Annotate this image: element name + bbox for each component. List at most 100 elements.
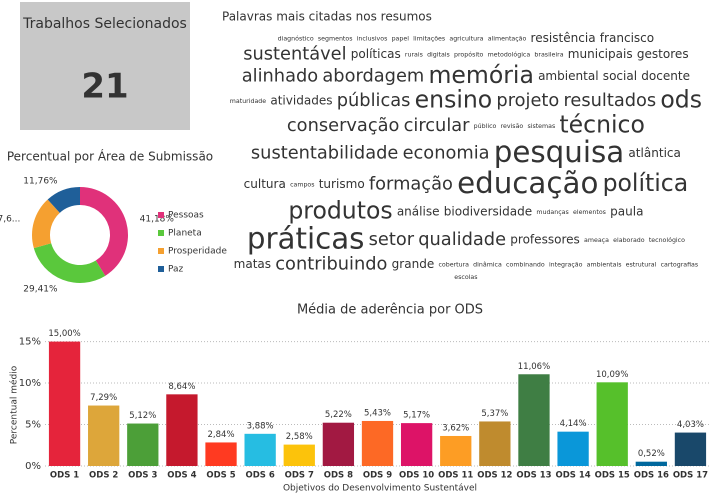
bar xyxy=(48,341,81,466)
word: limitações xyxy=(413,36,445,43)
word: conservação xyxy=(287,115,400,136)
word: abordagem xyxy=(322,65,424,86)
word: propósito xyxy=(454,50,484,58)
word: economia xyxy=(403,143,490,164)
word: atividades xyxy=(270,94,332,108)
donut-slice xyxy=(47,187,80,213)
x-tick-label: ODS 9 xyxy=(363,471,392,481)
x-tick-label: ODS 13 xyxy=(516,471,551,481)
bar xyxy=(166,394,198,466)
legend-swatch xyxy=(158,266,164,272)
word: resultados xyxy=(563,90,656,111)
y-axis-title: Percentual médio xyxy=(9,365,20,444)
word: escolas xyxy=(454,274,477,281)
slice-label: 41,18% xyxy=(140,215,175,225)
word: cobertura xyxy=(438,261,469,268)
value-label: 4,03% xyxy=(677,420,704,430)
donut-slice xyxy=(33,243,106,283)
bar xyxy=(596,382,628,466)
word: ambiental xyxy=(538,69,599,83)
word: elementos xyxy=(573,209,606,216)
word: sustentabilidade xyxy=(251,143,399,164)
bar xyxy=(557,431,589,466)
value-label: 11,06% xyxy=(518,362,550,372)
word: integração xyxy=(549,261,583,268)
bar xyxy=(479,421,511,466)
word: ambientais xyxy=(587,261,622,268)
word: tecnológico xyxy=(649,236,685,244)
donut-slice xyxy=(32,199,60,249)
word: sistemas xyxy=(527,123,555,130)
slice-label: 11,76% xyxy=(23,176,58,186)
value-label: 5,17% xyxy=(403,411,430,421)
word: produtos xyxy=(288,197,392,225)
word: alinhado xyxy=(242,65,318,86)
value-label: 2,58% xyxy=(286,432,313,442)
legend-swatch xyxy=(158,230,164,236)
slice-label: 29,41% xyxy=(23,285,58,295)
word: paula xyxy=(610,205,643,219)
word: análise xyxy=(397,205,440,219)
y-tick-label: 15% xyxy=(19,337,41,348)
value-label: 5,43% xyxy=(364,408,391,418)
legend-label: Paz xyxy=(168,265,184,275)
bar xyxy=(400,423,433,466)
word: alimentação xyxy=(488,36,527,43)
legend-label: Pessoas xyxy=(168,211,204,221)
x-tick-label: ODS 6 xyxy=(246,471,275,481)
x-tick-label: ODS 3 xyxy=(128,471,157,481)
word: ensino xyxy=(415,86,493,114)
value-label: 2,84% xyxy=(208,430,235,440)
donut-slice xyxy=(80,187,129,276)
word: diagnóstico xyxy=(278,35,314,43)
word: cartografias xyxy=(661,261,699,268)
x-tick-label: ODS 12 xyxy=(477,471,512,481)
word: ameaça xyxy=(584,237,609,244)
word: grande xyxy=(392,257,435,271)
x-tick-label: ODS 2 xyxy=(89,471,118,481)
card-title: Trabalhos Selecionados xyxy=(22,16,187,32)
bar xyxy=(205,442,237,466)
word: contribuindo xyxy=(275,253,387,274)
word: mudanças xyxy=(536,209,568,216)
value-label: 3,88% xyxy=(247,421,274,431)
value-label: 15,00% xyxy=(48,329,80,339)
x-tick-label: ODS 7 xyxy=(285,471,314,481)
word: formação xyxy=(369,173,453,194)
x-tick-label: ODS 16 xyxy=(634,471,669,481)
y-tick-label: 10% xyxy=(19,378,41,389)
word: matas xyxy=(234,257,271,271)
value-label: 5,12% xyxy=(129,411,156,421)
legend-label: Planeta xyxy=(168,229,202,239)
legend-label: Prosperidade xyxy=(168,247,227,257)
word: segmentos xyxy=(318,36,353,43)
value-label: 5,37% xyxy=(481,409,508,419)
value-label: 0,52% xyxy=(638,449,665,459)
x-tick-label: ODS 5 xyxy=(206,471,235,481)
word: educação xyxy=(457,166,598,200)
word: ods xyxy=(660,86,702,114)
word: digitais xyxy=(427,51,450,58)
word: brasileira xyxy=(534,51,563,58)
slice-label: 17,6... xyxy=(0,215,20,225)
value-label: 8,64% xyxy=(168,382,195,392)
card-bg xyxy=(20,2,190,130)
word: pesquisa xyxy=(494,135,624,169)
word: francisco xyxy=(600,31,654,45)
x-tick-label: ODS 8 xyxy=(324,471,353,481)
word: agricultura xyxy=(449,36,483,43)
word: sustentável xyxy=(243,43,346,64)
value-label: 5,22% xyxy=(325,410,352,420)
x-tick-label: ODS 11 xyxy=(438,471,473,481)
value-label: 4,14% xyxy=(560,419,587,429)
x-tick-label: ODS 17 xyxy=(673,471,708,481)
word: municipais xyxy=(568,47,633,61)
donut-title: Percentual por Área de Submissão xyxy=(7,149,213,164)
word: projeto xyxy=(496,90,559,111)
word: biodiversidade xyxy=(444,205,532,219)
word: estrutural xyxy=(626,261,657,268)
word: elaborado xyxy=(613,237,645,244)
value-label: 10,09% xyxy=(596,370,628,380)
word: qualidade xyxy=(418,229,506,250)
